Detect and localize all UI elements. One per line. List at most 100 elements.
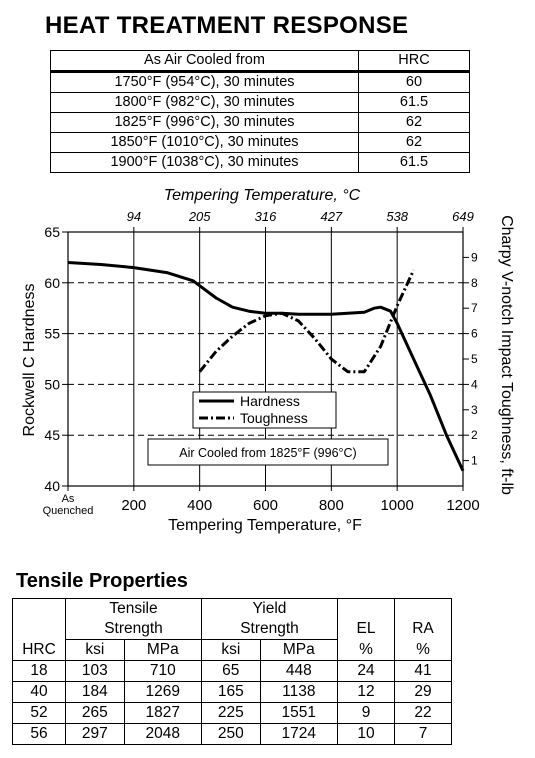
table-row: 1800°F (982°C), 30 minutes 61.5 xyxy=(50,92,470,113)
condition-cell: 1800°F (982°C), 30 minutes xyxy=(50,92,359,113)
tensile-ksi-cell: 184 xyxy=(65,681,125,703)
el-cell: 10 xyxy=(337,723,395,745)
top-axis-label: Tempering Temperature, °C xyxy=(164,187,361,204)
hrc-cell: 60 xyxy=(358,71,470,93)
yield-ksi-cell: 250 xyxy=(200,723,261,745)
yield-ksi-cell: 65 xyxy=(200,660,261,682)
tensile-table: Tensile Yield Strength Strength EL RA HR… xyxy=(12,598,452,745)
tensile-mpa-cell: 710 xyxy=(123,660,202,682)
yield-mpa-cell: 1551 xyxy=(259,702,339,724)
tensile-mpa-cell: 1827 xyxy=(123,702,202,724)
y2-tick-label: 7 xyxy=(471,301,478,315)
top-tick-label: 94 xyxy=(127,209,141,224)
y2-tick-label: 9 xyxy=(471,250,478,264)
ksi-header: ksi xyxy=(65,639,125,661)
tensile-header-2: Strength xyxy=(65,619,202,640)
y-tick-label: 40 xyxy=(44,478,60,494)
el-cell: 12 xyxy=(337,681,395,703)
y2-tick-label: 2 xyxy=(471,428,478,442)
el-cell: 24 xyxy=(337,660,395,682)
el-header: EL xyxy=(337,619,395,640)
ra-header-cell xyxy=(394,598,452,619)
yield-header-2: Strength xyxy=(200,619,339,640)
x-axis-label: Tempering Temperature, °F xyxy=(168,517,362,534)
tensile-header-1: Tensile xyxy=(65,598,202,619)
y-tick-label: 60 xyxy=(44,275,60,291)
y-tick-label: 50 xyxy=(44,376,60,392)
y-tick-label: 55 xyxy=(44,326,60,342)
el-cell: 9 xyxy=(337,702,395,724)
yield-header-1: Yield xyxy=(200,598,339,619)
tensile-mpa-cell: 2048 xyxy=(123,723,202,745)
chart-series xyxy=(67,261,465,472)
ra-cell: 29 xyxy=(394,681,452,703)
y2-tick-label: 5 xyxy=(471,352,478,366)
y2-tick-label: 3 xyxy=(471,403,478,417)
y-tick-label: 45 xyxy=(44,427,60,443)
x-tick-label: 1000 xyxy=(380,497,413,514)
condition-cell: 1900°F (1038°C), 30 minutes xyxy=(50,152,359,173)
x-tick-label: 800 xyxy=(319,497,344,514)
yield-mpa-cell: 448 xyxy=(259,660,339,682)
mpa-header: MPa xyxy=(123,639,202,661)
mpa-header: MPa xyxy=(259,639,339,661)
el-header-cell xyxy=(337,598,395,619)
annotation-text: Air Cooled from 1825°F (996°C) xyxy=(179,446,356,460)
condition-cell: 1825°F (996°C), 30 minutes xyxy=(50,112,359,133)
tensile-mpa-cell: 1269 xyxy=(123,681,202,703)
ra-header: RA xyxy=(394,619,452,640)
hrc-cell: 18 xyxy=(12,660,66,682)
hrc-header-cell xyxy=(12,598,66,619)
x-tick-label: 1200 xyxy=(446,497,479,514)
y2-tick-label: 6 xyxy=(471,327,478,341)
ra-cell: 22 xyxy=(394,702,452,724)
el-unit: % xyxy=(337,639,395,661)
hrc-cell: 56 xyxy=(12,723,66,745)
tensile-ksi-cell: 265 xyxy=(65,702,125,724)
top-tick-label: 538 xyxy=(386,209,408,224)
hrc-cell: 52 xyxy=(12,702,66,724)
top-tick-label: 649 xyxy=(452,209,474,224)
legend: Hardness Toughness xyxy=(192,391,337,429)
yield-mpa-cell: 1138 xyxy=(259,681,339,703)
y-axis-label: Rockwell C Hardness xyxy=(21,284,38,437)
toughness-line xyxy=(198,269,415,374)
top-tick-label: 427 xyxy=(320,209,342,224)
ra-cell: 7 xyxy=(394,723,452,745)
annotation: Air Cooled from 1825°F (996°C) xyxy=(147,438,389,466)
hrc-header: HRC xyxy=(12,639,66,661)
table-row: 1900°F (1038°C), 30 minutes 61.5 xyxy=(50,152,470,173)
hrc-header-cell xyxy=(12,619,66,640)
yield-ksi-cell: 225 xyxy=(200,702,261,724)
x-tick-label: As xyxy=(62,493,75,505)
col-hrc-header: HRC xyxy=(358,50,470,73)
y-tick-label: 65 xyxy=(44,224,60,240)
top-tick-label: 205 xyxy=(188,209,211,224)
hrc-cell: 40 xyxy=(12,681,66,703)
table-row: 56 297 2048 250 1724 10 7 xyxy=(12,723,452,745)
annotation-box xyxy=(147,438,389,466)
tensile-title: Tensile Properties xyxy=(16,570,188,592)
y2-axis-label: Charpy V-notch Impact Toughness, ft-lb xyxy=(498,215,515,495)
legend-box xyxy=(192,391,337,429)
legend-hardness-label: Hardness xyxy=(240,393,300,409)
hrc-cell: 61.5 xyxy=(358,152,470,173)
tensile-ksi-cell: 297 xyxy=(65,723,125,745)
table-row: 18 103 710 65 448 24 41 xyxy=(12,660,452,682)
ksi-header: ksi xyxy=(200,639,261,661)
table-row: 1825°F (996°C), 30 minutes 62 xyxy=(50,112,470,133)
hardness-line xyxy=(67,261,465,472)
x-tick-label: 600 xyxy=(253,497,278,514)
y2-tick-label: 1 xyxy=(471,454,478,468)
ra-unit: % xyxy=(394,639,452,661)
tensile-ksi-cell: 103 xyxy=(65,660,125,682)
table-row: 52 265 1827 225 1551 9 22 xyxy=(12,702,452,724)
yield-mpa-cell: 1724 xyxy=(259,723,339,745)
ra-cell: 41 xyxy=(394,660,452,682)
heat-treatment-title: HEAT TREATMENT RESPONSE xyxy=(45,12,409,39)
x-tick-label: 200 xyxy=(121,497,146,514)
legend-toughness-label: Toughness xyxy=(240,410,308,426)
yield-ksi-cell: 165 xyxy=(200,681,261,703)
